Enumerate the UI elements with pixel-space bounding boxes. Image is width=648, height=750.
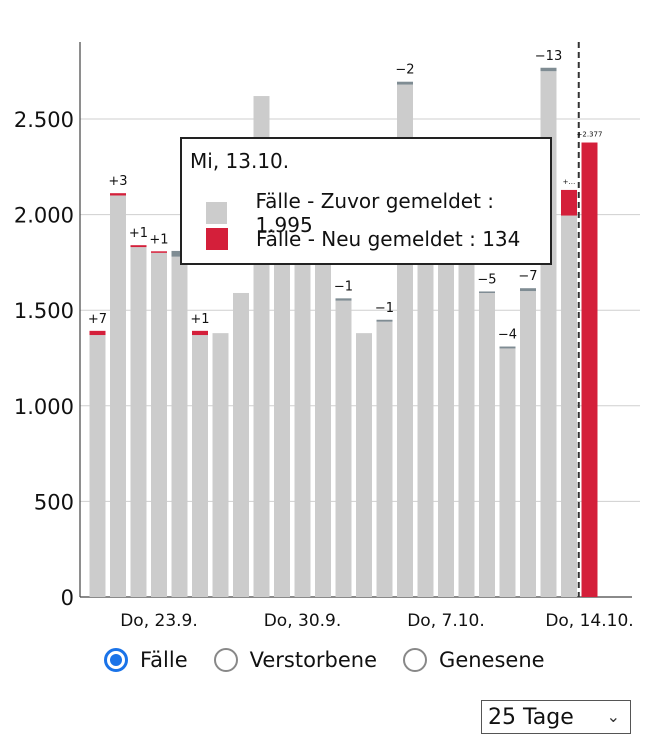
tooltip-row-previous: Fälle - Zuvor gemeldet : 1.995 [206, 189, 550, 237]
bar-correction [335, 298, 352, 301]
chevron-down-icon: ⌄ [606, 707, 620, 726]
data-label: −7 [518, 269, 537, 284]
data-label: +7 [88, 312, 107, 327]
radio-genesene[interactable]: Genesene [403, 648, 545, 672]
tooltip-row-new: Fälle - Neu gemeldet : 134 [206, 227, 520, 251]
radio-verstorbene[interactable]: Verstorbene [213, 648, 378, 672]
x-axis: Do, 23.9. Do, 30.9. Do, 7.10. Do, 14.10. [120, 611, 633, 631]
bar-previous [130, 247, 147, 597]
bar-new [561, 189, 577, 216]
bar-correction [479, 291, 495, 293]
bar-previous [192, 335, 208, 597]
radio-label: Genesene [439, 648, 545, 672]
x-tick-label: Do, 7.10. [407, 611, 485, 631]
bar-new [130, 245, 147, 248]
bar-new [89, 330, 106, 336]
data-labels: +7+3+1 +1+1−1−1−2−5−4−7−13+…+2.377 [88, 49, 603, 343]
bar-correction [520, 288, 536, 292]
bar-previous [479, 292, 495, 597]
bar-previous [356, 333, 372, 597]
radio-label: Fälle [140, 648, 188, 672]
x-tick-label: Do, 30.9. [264, 611, 342, 631]
range-select-value: 25 Tage [488, 704, 574, 730]
bar-new [110, 193, 126, 196]
bar-previous [561, 215, 577, 597]
x-tick-label: Do, 23.9. [120, 611, 198, 631]
tooltip-row-label: Fälle - Neu gemeldet : 134 [256, 227, 521, 251]
y-tick-label: 2.500 [14, 108, 74, 132]
bar-correction [540, 67, 557, 72]
data-label: +1 [190, 312, 209, 327]
bar-previous [212, 333, 229, 597]
tooltip-title: Mi, 13.10. [190, 149, 290, 173]
data-label: +1 [129, 226, 148, 241]
bar-previous [376, 321, 393, 597]
bar-previous [417, 214, 434, 597]
bar-previous [110, 195, 126, 598]
data-label: +1 [149, 232, 168, 247]
hover-tooltip: Mi, 13.10. Fälle - Zuvor gemeldet : 1.99… [180, 137, 552, 265]
bar-previous [233, 292, 249, 597]
bar-previous [520, 291, 536, 597]
y-tick-label: 500 [34, 490, 74, 514]
bar-correction [397, 81, 413, 85]
x-tick-label: Do, 14.10. [545, 611, 633, 631]
bar-correction [171, 250, 188, 257]
data-label: −1 [334, 279, 353, 294]
radio-faelle[interactable]: Fälle [104, 648, 188, 672]
data-label: −13 [535, 49, 562, 64]
y-tick-label: 1.500 [14, 299, 74, 323]
y-tick-label: 1.000 [14, 395, 74, 419]
bar-previous [89, 335, 106, 597]
bar-previous [458, 214, 475, 597]
y-tick-label: 0 [61, 586, 74, 610]
metric-radio-group: Fälle Verstorbene Genesene [104, 648, 571, 672]
data-label: −4 [498, 328, 517, 343]
bar-new [192, 330, 208, 336]
data-label: −5 [477, 272, 496, 287]
data-label: +2.377 [577, 131, 603, 139]
tooltip-row-label: Fälle - Zuvor gemeldet : 1.995 [255, 189, 495, 237]
range-select[interactable]: 25 Tage ⌄ [481, 700, 631, 734]
radio-unselected-icon[interactable] [403, 648, 428, 672]
bar-previous [151, 252, 167, 597]
bar-new [581, 142, 598, 598]
bar-previous [438, 214, 454, 597]
bar-correction [376, 319, 393, 322]
data-label: −1 [375, 301, 394, 316]
bar-previous [499, 348, 516, 597]
bar-previous [171, 256, 188, 597]
bar-previous [315, 214, 331, 597]
radio-unselected-icon[interactable] [213, 648, 238, 672]
data-label: +3 [108, 174, 127, 189]
tooltip-swatch-previous [206, 202, 228, 224]
bar-correction [499, 346, 516, 349]
bar-previous [294, 214, 311, 597]
bar-new [151, 251, 167, 253]
bar-previous [335, 300, 352, 597]
bars [89, 42, 598, 598]
tooltip-swatch-new [206, 228, 228, 250]
bar-previous [274, 214, 290, 597]
y-tick-label: 2.000 [14, 204, 74, 228]
radio-label: Verstorbene [249, 648, 378, 672]
data-label: +… [563, 178, 576, 186]
radio-selected-icon[interactable] [104, 648, 128, 672]
data-label: −2 [395, 63, 414, 78]
